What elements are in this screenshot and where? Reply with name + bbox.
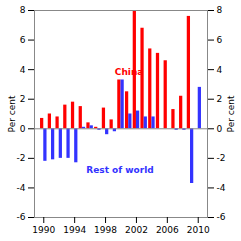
svg-text:1990: 1990 bbox=[32, 225, 55, 235]
svg-text:8: 8 bbox=[20, 5, 26, 15]
svg-text:0: 0 bbox=[20, 124, 26, 134]
svg-text:2: 2 bbox=[217, 94, 223, 104]
svg-text:6: 6 bbox=[217, 35, 223, 45]
svg-text:-4: -4 bbox=[17, 183, 26, 193]
svg-text:-6: -6 bbox=[17, 212, 26, 222]
svg-text:0: 0 bbox=[217, 124, 223, 134]
svg-text:8: 8 bbox=[217, 5, 223, 15]
svg-text:4: 4 bbox=[217, 65, 223, 75]
svg-text:6: 6 bbox=[20, 35, 26, 45]
svg-text:1998: 1998 bbox=[94, 225, 117, 235]
svg-text:Per cent: Per cent bbox=[7, 95, 17, 132]
svg-text:1994: 1994 bbox=[63, 225, 86, 235]
svg-text:2002: 2002 bbox=[125, 225, 148, 235]
svg-text:Per cent: Per cent bbox=[226, 95, 236, 132]
svg-text:China: China bbox=[115, 67, 144, 77]
svg-text:-2: -2 bbox=[17, 153, 26, 163]
svg-text:2: 2 bbox=[20, 94, 26, 104]
svg-text:2006: 2006 bbox=[156, 225, 179, 235]
svg-text:-6: -6 bbox=[217, 212, 226, 222]
svg-text:Rest of world: Rest of world bbox=[86, 165, 154, 175]
svg-text:2010: 2010 bbox=[187, 225, 210, 235]
svg-text:4: 4 bbox=[20, 65, 26, 75]
svg-text:-2: -2 bbox=[217, 153, 226, 163]
svg-text:-4: -4 bbox=[217, 183, 226, 193]
